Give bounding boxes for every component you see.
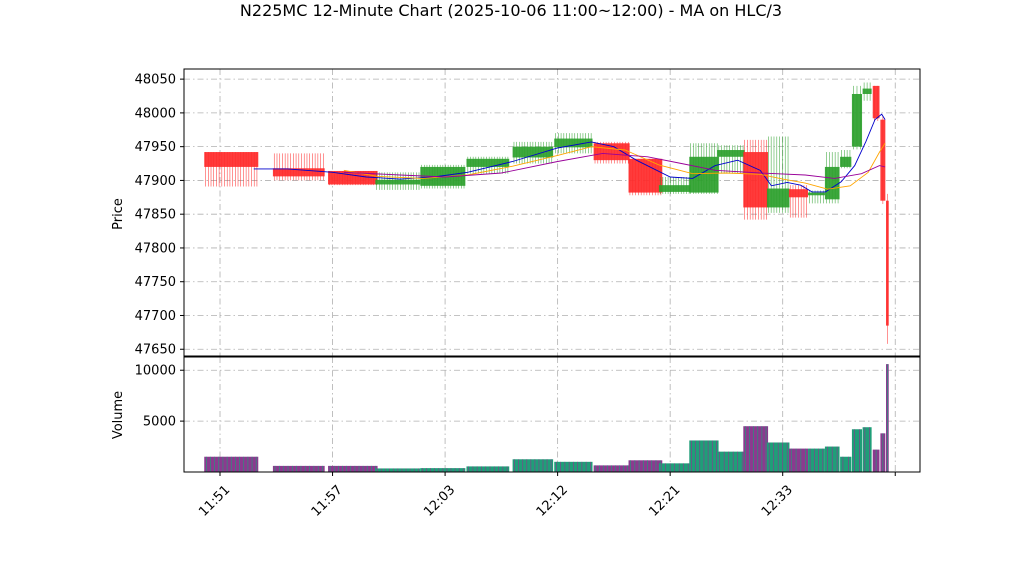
price-y-tick-label: 47750 (135, 275, 176, 290)
volume-bar (375, 468, 421, 472)
price-y-tick-label: 47800 (135, 241, 176, 256)
volume-bar-fill (328, 465, 378, 472)
candle (717, 145, 745, 174)
price-y-tick-label: 48050 (135, 73, 176, 88)
volume-y-tick-label: 10000 (135, 364, 176, 379)
candle-body (886, 200, 889, 326)
candle (689, 143, 719, 194)
candle-body (272, 168, 325, 177)
volume-bar-fill (862, 427, 872, 472)
volume-bar-fill (808, 448, 825, 472)
candle (743, 139, 769, 220)
price-y-tick-label: 47700 (135, 309, 176, 324)
volume-bar (840, 456, 852, 472)
candle-body (808, 192, 825, 196)
volume-bar (766, 442, 790, 472)
candle-body (788, 189, 809, 198)
candle (872, 85, 880, 121)
price-y-tick-label: 48000 (135, 106, 176, 121)
volume-bar-fill (840, 456, 852, 472)
volume-bar (466, 466, 510, 472)
price-candles (204, 82, 889, 344)
volume-bar (420, 468, 466, 472)
price-y-ticks: 47650 47700 47750 47800 47850 47900 47950 48000… (135, 73, 184, 358)
volume-bar (658, 463, 691, 472)
volume-bar (886, 364, 889, 472)
volume-bar-fill (466, 466, 510, 472)
candle (886, 193, 889, 344)
candle-body (880, 119, 886, 201)
volume-y-tick-label: 5000 (143, 415, 176, 430)
candle (766, 136, 790, 213)
candle-body (824, 166, 840, 200)
volume-bar (689, 440, 719, 472)
volume-bar-fill (743, 426, 769, 472)
candle-body (872, 85, 880, 119)
volume-bar-fill (717, 451, 745, 472)
volume-bar (512, 459, 554, 472)
price-y-axis-label: Price (111, 198, 126, 230)
moving-average-line (343, 152, 886, 179)
volume-bar (808, 448, 825, 472)
volume-y-ticks: 5000 10000 (135, 364, 184, 430)
volume-bar (628, 460, 663, 472)
volume-bar (880, 433, 886, 472)
candle-body (554, 138, 593, 148)
volume-bar (824, 446, 840, 472)
candle-body (658, 185, 691, 192)
candle (658, 177, 691, 194)
candle (840, 150, 852, 169)
price-grid (184, 69, 920, 356)
price-y-tick-label: 47950 (135, 140, 176, 155)
volume-bar (872, 449, 880, 472)
volume-bar (851, 429, 863, 472)
volume-bar (862, 427, 872, 472)
volume-bar (272, 465, 325, 472)
candle-body (862, 88, 872, 94)
candle-body (512, 146, 554, 158)
candle-body (375, 179, 421, 185)
candle (880, 116, 886, 205)
volume-bar-fill (788, 448, 809, 472)
candle-body (840, 156, 852, 167)
volume-bars (204, 364, 889, 472)
moving-average-lines (253, 113, 886, 193)
volume-bar (328, 465, 378, 472)
volume-bar-fill (628, 460, 663, 472)
volume-bar (204, 456, 259, 472)
volume-bar (743, 426, 769, 472)
volume-bar-fill (851, 429, 863, 472)
candle-body (466, 158, 510, 167)
price-y-tick-label: 47900 (135, 174, 176, 189)
candle (512, 141, 554, 164)
candle (272, 153, 325, 181)
price-y-tick-label: 47650 (135, 343, 176, 358)
volume-bar (717, 451, 745, 472)
candle (788, 185, 809, 218)
price-panel: 47650 47700 47750 47800 47850 47900 47950 48000… (111, 68, 921, 358)
volume-y-axis-label: Volume (111, 391, 126, 439)
candle-body (420, 166, 466, 186)
price-y-tick-label: 47850 (135, 208, 176, 223)
candle (824, 152, 840, 204)
candle-body (766, 188, 790, 208)
candle-body (851, 93, 863, 147)
candle (204, 152, 259, 187)
volume-bar (593, 465, 630, 472)
volume-axes-frame (183, 356, 921, 473)
candle (808, 190, 825, 204)
price-axes-frame (183, 68, 921, 357)
volume-bar (554, 461, 593, 472)
candle-body (743, 152, 769, 208)
candle-body (717, 150, 745, 157)
volume-panel: 5000 10000 Volume (111, 356, 921, 473)
chart-title: N225MC 12-Minute Chart (2025-10-06 11:00… (240, 1, 782, 20)
candle (851, 85, 863, 150)
candle-body (204, 152, 259, 167)
volume-bar-fill (272, 465, 325, 472)
candle-body (689, 156, 719, 193)
volume-bar (788, 448, 809, 472)
candle (862, 82, 872, 101)
